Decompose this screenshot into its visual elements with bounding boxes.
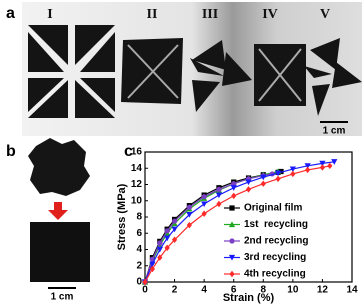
marker <box>327 162 333 170</box>
marker <box>186 204 192 210</box>
marker <box>201 210 207 217</box>
marker <box>245 186 252 193</box>
marker <box>319 160 326 167</box>
legend-label: Original film <box>244 203 302 214</box>
x-tick-label: 6 <box>231 285 237 296</box>
y-tick-label: 8 <box>136 212 142 223</box>
y-tick-label: 0 <box>136 277 142 288</box>
marker <box>304 163 311 169</box>
y-tick-label: 4 <box>136 244 142 255</box>
marker <box>305 166 311 174</box>
x-tick-label: 14 <box>346 285 358 296</box>
legend-label: 3rd recycling <box>244 252 306 263</box>
marker <box>290 170 296 178</box>
marker <box>231 181 237 187</box>
marker <box>245 179 252 186</box>
series-line <box>144 161 335 283</box>
panel-label: c <box>124 143 133 160</box>
marker <box>149 261 156 268</box>
y-tick-label: 10 <box>131 195 143 206</box>
crumpled-sample <box>28 138 90 196</box>
y-axis-label: Stress (MPa) <box>116 183 128 250</box>
marker <box>156 246 163 253</box>
marker <box>331 159 338 165</box>
panel-label: a <box>6 5 15 22</box>
arrow <box>48 202 68 220</box>
sample-label: II <box>147 7 158 22</box>
legend-marker <box>229 238 235 244</box>
marker <box>231 192 237 200</box>
cut-lines <box>127 44 302 102</box>
marker <box>157 240 163 246</box>
y-tick-label: 2 <box>136 260 142 271</box>
marker <box>216 200 222 208</box>
marker <box>149 265 155 273</box>
x-tick-label: 0 <box>142 285 148 296</box>
chart: 0 2 4 6 8 10 12 14 16 0 2 4 6 8 10 12 14 Strain (%) Stress… <box>116 147 358 304</box>
sample-label: V <box>320 7 330 22</box>
x-tick-label: 8 <box>261 285 267 296</box>
marker <box>164 228 170 234</box>
legend-marker <box>228 254 236 261</box>
y-tick-label: 12 <box>131 179 143 190</box>
marker <box>171 236 178 243</box>
y-tick-label: 16 <box>131 147 143 158</box>
marker <box>216 186 222 192</box>
sample-label: IV <box>262 7 278 22</box>
legend-marker <box>229 270 235 278</box>
scale-bar-label: 1 cm <box>51 292 74 303</box>
x-tick-label: 2 <box>172 285 178 296</box>
marker <box>319 164 326 171</box>
legend-label: 4th recycling <box>244 269 306 280</box>
x-tick-label: 12 <box>317 285 329 296</box>
marker <box>278 168 284 175</box>
x-tick-label: 10 <box>287 285 299 296</box>
marker <box>274 170 282 177</box>
marker <box>260 180 266 187</box>
panel-label: b <box>6 143 16 160</box>
marker <box>157 254 163 261</box>
marker <box>186 211 193 218</box>
scale-bar-label: 1 cm <box>323 126 346 137</box>
marker <box>260 174 267 181</box>
y-tick-label: 14 <box>131 163 143 174</box>
y-tick-label: 6 <box>136 228 142 239</box>
legend-label: 2nd recycling <box>244 236 308 247</box>
marker <box>215 192 223 199</box>
series-line <box>144 165 330 283</box>
marker <box>201 201 208 208</box>
marker <box>164 235 171 242</box>
legend-marker <box>228 221 236 228</box>
marker <box>142 278 148 286</box>
sample-label: I <box>47 7 52 22</box>
pressed-sample <box>30 222 90 282</box>
sample-label: III <box>202 7 218 22</box>
legend-label: 1st recycling <box>244 219 308 230</box>
marker <box>289 166 296 173</box>
x-tick-label: 4 <box>201 285 207 296</box>
marker <box>230 185 237 191</box>
legend-marker <box>229 205 235 211</box>
marker <box>275 175 281 183</box>
marker <box>171 226 178 233</box>
marker <box>164 244 170 252</box>
marker <box>201 194 207 200</box>
x-axis-label: Strain (%) <box>223 292 275 304</box>
marker <box>186 221 192 229</box>
marker <box>171 218 178 224</box>
